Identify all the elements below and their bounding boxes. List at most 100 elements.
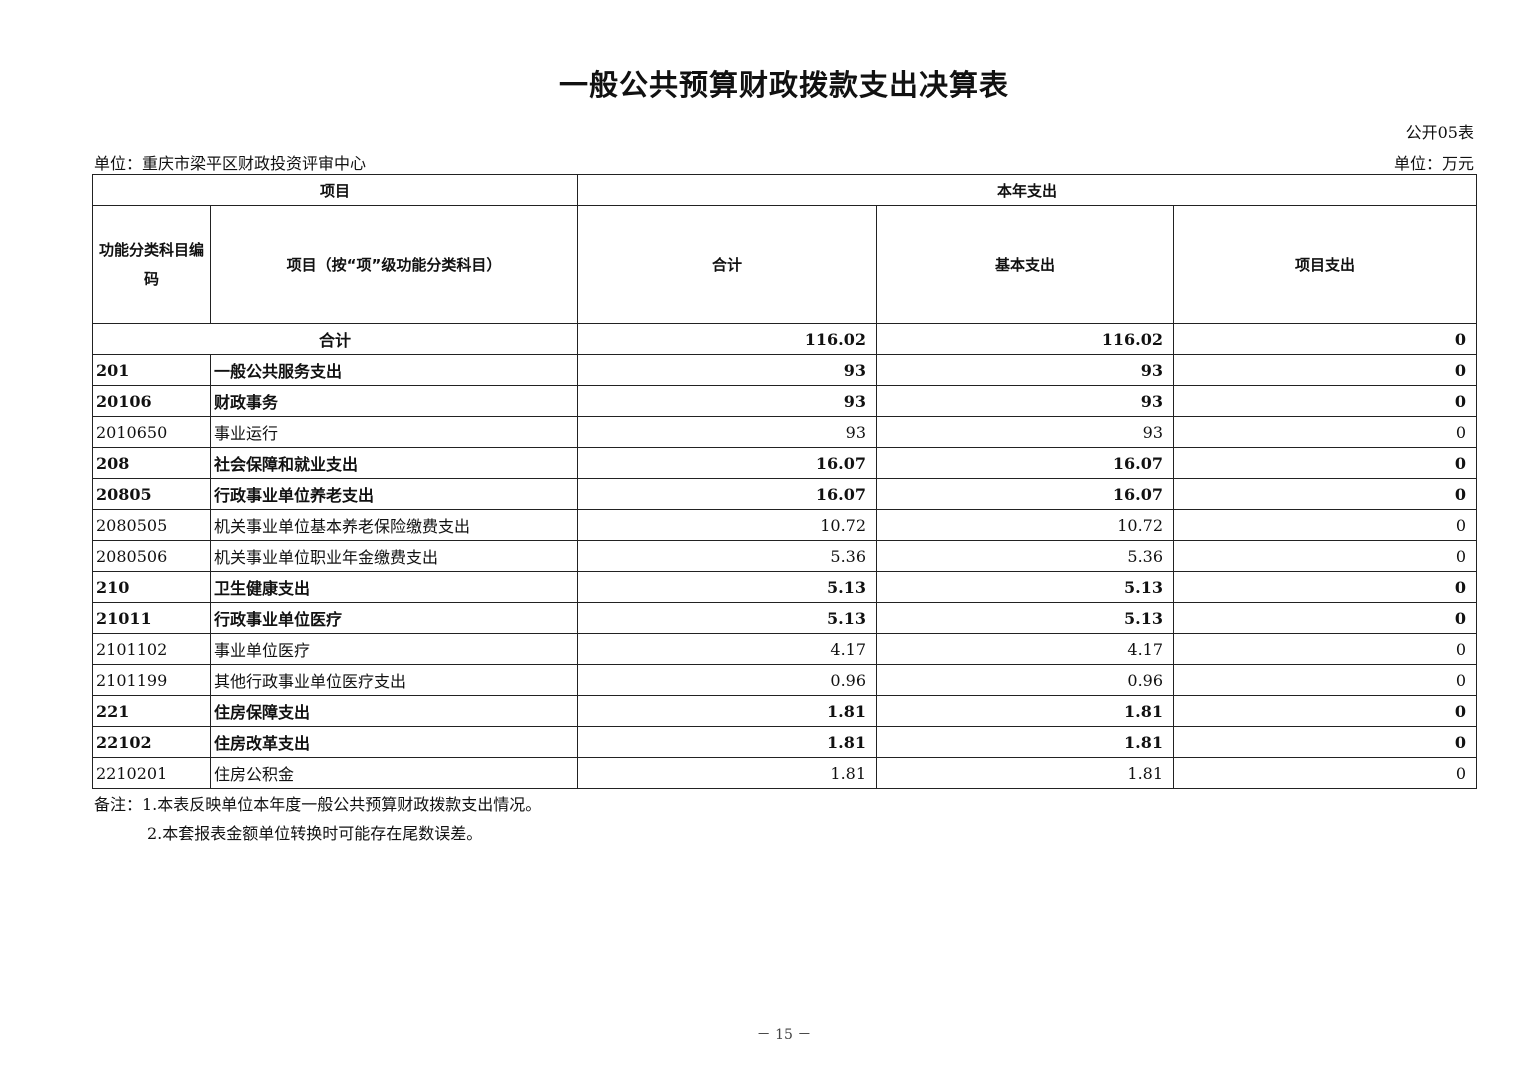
row-project: 0	[1173, 664, 1478, 696]
row-basic: 4.17	[876, 633, 1175, 665]
row-project: 0	[1173, 602, 1478, 634]
table-row: 2210201 住房公积金 1.81 1.81 0	[92, 757, 1478, 789]
page-title: 一般公共预算财政拨款支出决算表	[558, 68, 1009, 102]
row-code: 21011	[92, 602, 211, 634]
note-2: 2.本套报表金额单位转换时可能存在尾数误差。	[147, 824, 483, 843]
header-project-exp: 项目支出	[1173, 205, 1478, 324]
unit-organization: 单位：重庆市梁平区财政投资评审中心	[94, 154, 367, 173]
row-code: 2080506	[92, 540, 211, 572]
row-code: 221	[92, 695, 211, 727]
row-name: 卫生健康支出	[209, 571, 579, 603]
row-code: 2210201	[92, 757, 211, 789]
row-project: 0	[1173, 385, 1478, 417]
row-name: 机关事业单位基本养老保险缴费支出	[209, 509, 579, 541]
row-total: 93	[577, 416, 878, 448]
header-row-2: 功能分类科目编码 项目（按“项”级功能分类科目） 合计 基本支出 项目支出	[92, 205, 1478, 324]
row-basic: 93	[876, 354, 1175, 386]
row-code: 2010650	[92, 416, 211, 448]
header-item: 项目（按“项”级功能分类科目）	[209, 205, 579, 324]
table-row: 208 社会保障和就业支出 16.07 16.07 0	[92, 447, 1478, 479]
row-project: 0	[1173, 447, 1478, 479]
page-number: － 15 －	[756, 1027, 812, 1043]
row-basic: 1.81	[876, 695, 1175, 727]
table-row: 2080505 机关事业单位基本养老保险缴费支出 10.72 10.72 0	[92, 509, 1478, 541]
total-basic: 116.02	[876, 323, 1175, 355]
row-name: 社会保障和就业支出	[209, 447, 579, 479]
row-name: 事业运行	[209, 416, 579, 448]
unit-currency: 单位：万元	[1393, 154, 1474, 173]
total-label: 合计	[91, 323, 579, 355]
row-basic: 1.81	[876, 757, 1175, 789]
row-project: 0	[1173, 757, 1478, 789]
table-row: 22102 住房改革支出 1.81 1.81 0	[92, 726, 1478, 758]
row-basic: 10.72	[876, 509, 1175, 541]
header-total: 合计	[577, 205, 878, 324]
row-total: 16.07	[577, 447, 878, 479]
notes: 备注：1.本表反映单位本年度一般公共预算财政拨款支出情况。 2.本套报表金额单位…	[94, 790, 541, 848]
row-basic: 5.13	[876, 602, 1175, 634]
table-row: 20106 财政事务 93 93 0	[92, 385, 1478, 417]
row-code: 201	[92, 354, 211, 386]
row-total: 1.81	[577, 757, 878, 789]
row-basic: 5.36	[876, 540, 1175, 572]
table-row: 2080506 机关事业单位职业年金缴费支出 5.36 5.36 0	[92, 540, 1478, 572]
row-basic: 93	[876, 385, 1175, 417]
row-name: 事业单位医疗	[209, 633, 579, 665]
header-project: 项目	[91, 174, 579, 206]
table-row: 2101102 事业单位医疗 4.17 4.17 0	[92, 633, 1478, 665]
table-row: 21011 行政事业单位医疗 5.13 5.13 0	[92, 602, 1478, 634]
row-project: 0	[1173, 478, 1478, 510]
row-code: 210	[92, 571, 211, 603]
total-project: 0	[1173, 323, 1478, 355]
row-name: 其他行政事业单位医疗支出	[209, 664, 579, 696]
row-total: 1.81	[577, 726, 878, 758]
row-code: 20805	[92, 478, 211, 510]
table-row: 210 卫生健康支出 5.13 5.13 0	[92, 571, 1478, 603]
row-basic: 16.07	[876, 478, 1175, 510]
row-total: 4.17	[577, 633, 878, 665]
table-row: 2101199 其他行政事业单位医疗支出 0.96 0.96 0	[92, 664, 1478, 696]
table-row: 20805 行政事业单位养老支出 16.07 16.07 0	[92, 478, 1478, 510]
row-code: 2101199	[92, 664, 211, 696]
row-total: 93	[577, 354, 878, 386]
row-code: 2101102	[92, 633, 211, 665]
row-total: 93	[577, 385, 878, 417]
row-project: 0	[1173, 633, 1478, 665]
header-row-1: 项目 本年支出	[91, 174, 1478, 206]
row-basic: 1.81	[876, 726, 1175, 758]
row-name: 住房保障支出	[209, 695, 579, 727]
row-total: 5.36	[577, 540, 878, 572]
row-name: 一般公共服务支出	[209, 354, 579, 386]
row-name: 财政事务	[209, 385, 579, 417]
row-name: 机关事业单位职业年金缴费支出	[209, 540, 579, 572]
row-total: 5.13	[577, 571, 878, 603]
table-row: 2010650 事业运行 93 93 0	[92, 416, 1478, 448]
row-code: 20106	[92, 385, 211, 417]
table-row: 221 住房保障支出 1.81 1.81 0	[92, 695, 1478, 727]
note-1: 备注：1.本表反映单位本年度一般公共预算财政拨款支出情况。	[94, 795, 542, 814]
header-basic: 基本支出	[876, 205, 1175, 324]
row-project: 0	[1173, 540, 1478, 572]
row-project: 0	[1173, 354, 1478, 386]
row-project: 0	[1173, 509, 1478, 541]
total-row: 合计 116.02 116.02 0	[91, 323, 1478, 355]
row-project: 0	[1173, 726, 1478, 758]
row-basic: 5.13	[876, 571, 1175, 603]
form-number: 公开05表	[1405, 123, 1474, 142]
expenditure-table: 项目 本年支出 功能分类科目编码 项目（按“项”级功能分类科目） 合计 基本支出…	[91, 174, 1478, 789]
row-basic: 16.07	[876, 447, 1175, 479]
total-total: 116.02	[577, 323, 878, 355]
row-total: 1.81	[577, 695, 878, 727]
row-total: 10.72	[577, 509, 878, 541]
row-basic: 0.96	[876, 664, 1175, 696]
row-project: 0	[1173, 695, 1478, 727]
row-name: 行政事业单位医疗	[209, 602, 579, 634]
table-row: 201 一般公共服务支出 93 93 0	[92, 354, 1478, 386]
row-code: 22102	[92, 726, 211, 758]
row-name: 住房改革支出	[209, 726, 579, 758]
row-code: 2080505	[92, 509, 211, 541]
row-total: 0.96	[577, 664, 878, 696]
row-name: 行政事业单位养老支出	[209, 478, 579, 510]
row-code: 208	[92, 447, 211, 479]
header-current-year: 本年支出	[577, 174, 1478, 206]
